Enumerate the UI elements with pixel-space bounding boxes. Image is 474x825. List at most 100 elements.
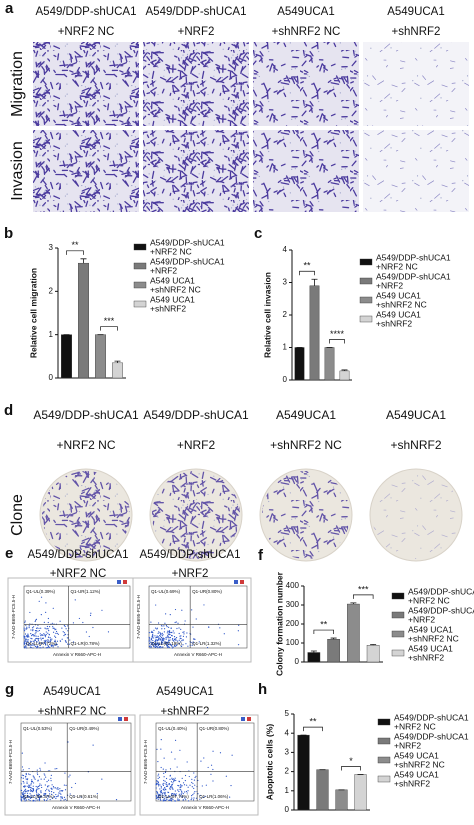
event xyxy=(35,635,37,637)
label: +NRF2 xyxy=(172,568,209,580)
event xyxy=(29,789,32,791)
label: 2 xyxy=(285,767,290,776)
event xyxy=(164,788,167,790)
event xyxy=(51,787,53,789)
event xyxy=(178,780,180,782)
event xyxy=(31,796,33,798)
event xyxy=(173,644,176,646)
event xyxy=(44,790,47,792)
event xyxy=(101,778,103,780)
label: +NRF2 xyxy=(150,265,177,275)
event xyxy=(169,633,171,636)
event xyxy=(162,783,164,785)
event xyxy=(35,790,37,793)
label: A549 UCA1 xyxy=(150,294,195,304)
event xyxy=(24,792,26,795)
label: 2 xyxy=(49,286,54,295)
icon xyxy=(241,717,245,721)
event xyxy=(166,645,168,647)
event xyxy=(153,644,156,646)
event xyxy=(28,798,30,801)
cell-image xyxy=(363,42,469,126)
event xyxy=(47,639,49,641)
error-bar xyxy=(311,278,318,286)
event xyxy=(158,638,160,640)
event xyxy=(180,785,182,787)
event xyxy=(23,785,26,787)
event xyxy=(178,790,180,793)
event xyxy=(165,624,168,626)
event xyxy=(27,640,29,642)
event xyxy=(210,773,212,775)
event xyxy=(151,637,153,640)
label: 2 xyxy=(283,310,288,319)
event xyxy=(161,632,163,635)
bar xyxy=(309,285,320,381)
event xyxy=(163,631,165,633)
event xyxy=(53,787,55,789)
event xyxy=(29,611,31,614)
event xyxy=(185,790,188,793)
event xyxy=(172,637,174,640)
label: Relative cell migration xyxy=(28,268,38,358)
event xyxy=(96,792,98,795)
event xyxy=(185,799,187,801)
event xyxy=(160,636,163,639)
label: A549/DDP-shUCA1 xyxy=(408,586,474,596)
event xyxy=(197,793,199,795)
event xyxy=(52,797,54,799)
event xyxy=(178,785,180,787)
event xyxy=(24,790,26,792)
event xyxy=(191,786,193,788)
event xyxy=(190,795,193,797)
event xyxy=(164,771,167,774)
event xyxy=(160,789,162,792)
event xyxy=(45,611,47,613)
cell-image xyxy=(143,130,249,212)
event xyxy=(23,629,25,631)
event xyxy=(26,647,28,649)
bracket xyxy=(299,270,315,276)
event xyxy=(168,784,170,786)
event xyxy=(171,778,173,781)
event xyxy=(173,780,175,782)
event xyxy=(159,639,161,641)
event xyxy=(161,793,164,795)
event xyxy=(37,624,39,626)
event xyxy=(167,643,170,645)
bar xyxy=(335,789,348,811)
bar xyxy=(78,262,89,379)
event xyxy=(231,754,233,756)
event xyxy=(35,789,38,791)
label: Q1-UL(0.40%) xyxy=(158,726,188,731)
bracket xyxy=(329,339,345,344)
label: * xyxy=(349,756,353,766)
event xyxy=(184,620,186,622)
event xyxy=(160,766,162,769)
event xyxy=(30,633,32,635)
label: 0 xyxy=(49,373,54,382)
label: A549/DDP-shUCA1 xyxy=(376,252,451,262)
event xyxy=(199,798,201,800)
event xyxy=(26,635,28,637)
event xyxy=(184,797,186,799)
label: Annexin V R660-APC-H xyxy=(52,805,100,810)
label: A549/DDP-shUCA1 xyxy=(33,408,139,422)
event xyxy=(182,782,185,784)
event xyxy=(152,634,154,636)
event xyxy=(37,638,39,640)
event xyxy=(164,791,166,793)
event xyxy=(23,640,26,642)
event xyxy=(64,772,66,774)
event xyxy=(63,634,65,637)
event xyxy=(192,799,195,801)
event xyxy=(60,793,62,795)
event xyxy=(161,643,163,645)
event xyxy=(34,800,36,802)
label: +NRF2 NC xyxy=(394,721,436,731)
event xyxy=(181,645,183,647)
event xyxy=(43,640,45,642)
event xyxy=(48,790,50,792)
event xyxy=(22,794,25,796)
